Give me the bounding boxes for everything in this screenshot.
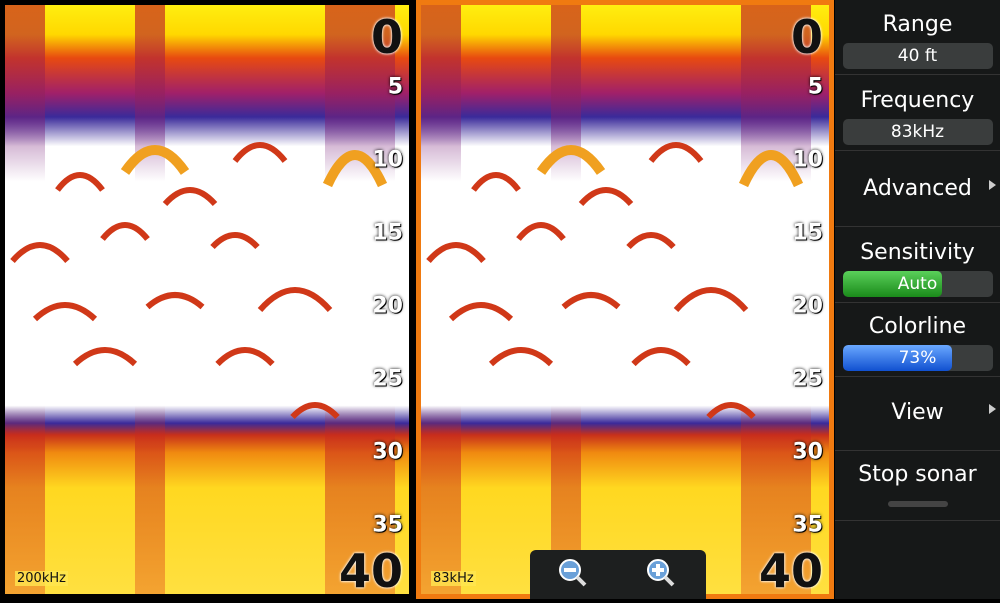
menu-label: Sensitivity (860, 240, 975, 265)
depth-label: 30 (792, 439, 823, 465)
menu-label: Colorline (868, 314, 967, 339)
depth-label: 0 (370, 10, 403, 64)
menu-item[interactable]: Stop sonar (835, 450, 1000, 521)
fish-arches (426, 142, 804, 420)
echo-arch (578, 187, 634, 207)
echo-arch (120, 145, 190, 175)
depth-label: 25 (372, 366, 403, 392)
echo-arch (215, 347, 275, 367)
echo-arch (32, 302, 98, 322)
menu-item[interactable]: Advanced (835, 152, 1000, 227)
echo-arch (232, 142, 288, 163)
echo-arch (426, 242, 486, 264)
echo-arch (536, 145, 606, 175)
sonar-menu: Range 40 ft Frequency 83kHz Advanced Sensitiv… (835, 0, 1000, 599)
frequency-label: 83kHz (431, 571, 476, 586)
depth-label: 25 (792, 366, 823, 392)
echo-arch (561, 292, 621, 310)
menu-value: 40 ft (842, 43, 993, 69)
depth-label: 40 (758, 544, 823, 598)
echo-arch (145, 292, 205, 310)
menu-value: Auto (842, 271, 993, 297)
depth-label: 15 (792, 220, 823, 246)
echo-arch (10, 242, 70, 264)
depth-label: 5 (807, 74, 823, 100)
echo-arch (673, 287, 749, 313)
echo-arch (322, 150, 388, 188)
echo-arch (100, 222, 150, 241)
zoom-in[interactable] (647, 559, 675, 587)
echo-arch (706, 402, 756, 420)
menu-label: Frequency (860, 88, 975, 113)
value-bar (842, 345, 952, 371)
echo-arch (290, 402, 340, 420)
depth-label: 0 (790, 10, 823, 64)
menu-item[interactable]: Sensitivity Auto (835, 228, 1000, 303)
depth-label: 10 (372, 147, 403, 173)
submenu-arrow (989, 404, 996, 414)
value-bar (842, 271, 942, 297)
echo-band (5, 5, 45, 594)
sonar-image (421, 5, 829, 594)
menu-item[interactable]: View (835, 376, 1000, 451)
echo-arch (55, 172, 105, 192)
menu-item[interactable]: Range 40 ft (835, 0, 1000, 75)
menu-label: View (891, 400, 944, 425)
zoom-icons (559, 559, 675, 587)
echo-arch (626, 232, 676, 250)
zoom-out[interactable] (559, 559, 587, 587)
handle (887, 501, 948, 507)
echo-arch (488, 347, 554, 367)
menu-value-text: Auto (897, 274, 938, 294)
zoom-controls (530, 550, 706, 599)
menu-value: 83kHz (842, 119, 993, 145)
menu-label: Stop sonar (858, 462, 977, 487)
menu-value-text: 40 ft (897, 46, 938, 66)
echo-band (421, 5, 461, 594)
depth-label: 20 (372, 293, 403, 319)
depth-label: 20 (792, 293, 823, 319)
echo-arch (648, 142, 704, 163)
echo-arch (471, 172, 521, 192)
depth-label: 5 (387, 74, 403, 100)
echo-arch (516, 222, 566, 241)
menu-value-text: 73% (898, 348, 937, 368)
frequency-label: 200kHz (15, 571, 68, 586)
menu-value-text: 83kHz (890, 122, 945, 142)
sonar-panel: 0 5 10 15 20 25 30 35 40 200kHz (0, 0, 414, 599)
echo-arch (448, 302, 514, 322)
echo-arch (738, 150, 804, 188)
menu-item[interactable]: Colorline 73% (835, 302, 1000, 377)
depth-label: 40 (338, 544, 403, 598)
echo-arch (162, 187, 218, 207)
echo-arch (72, 347, 138, 367)
echo-arch (257, 287, 333, 313)
echo-arch (631, 347, 691, 367)
depth-label: 35 (792, 512, 823, 538)
fish-arches (10, 142, 388, 420)
echo-arch (210, 232, 260, 250)
sonar-image (5, 5, 409, 594)
echo-band (741, 5, 811, 594)
depth-label: 30 (372, 439, 403, 465)
depth-label: 15 (372, 220, 403, 246)
depth-label: 35 (372, 512, 403, 538)
menu-item[interactable]: Frequency 83kHz (835, 76, 1000, 151)
submenu-arrow (989, 180, 996, 190)
depth-label: 10 (792, 147, 823, 173)
menu-label: Range (882, 12, 953, 37)
menu-label: Advanced (863, 176, 972, 201)
sonar-panel[interactable]: 0 5 10 15 20 25 30 35 40 83kHz (416, 0, 834, 599)
echo-band (325, 5, 395, 594)
menu-value: 73% (842, 345, 993, 371)
